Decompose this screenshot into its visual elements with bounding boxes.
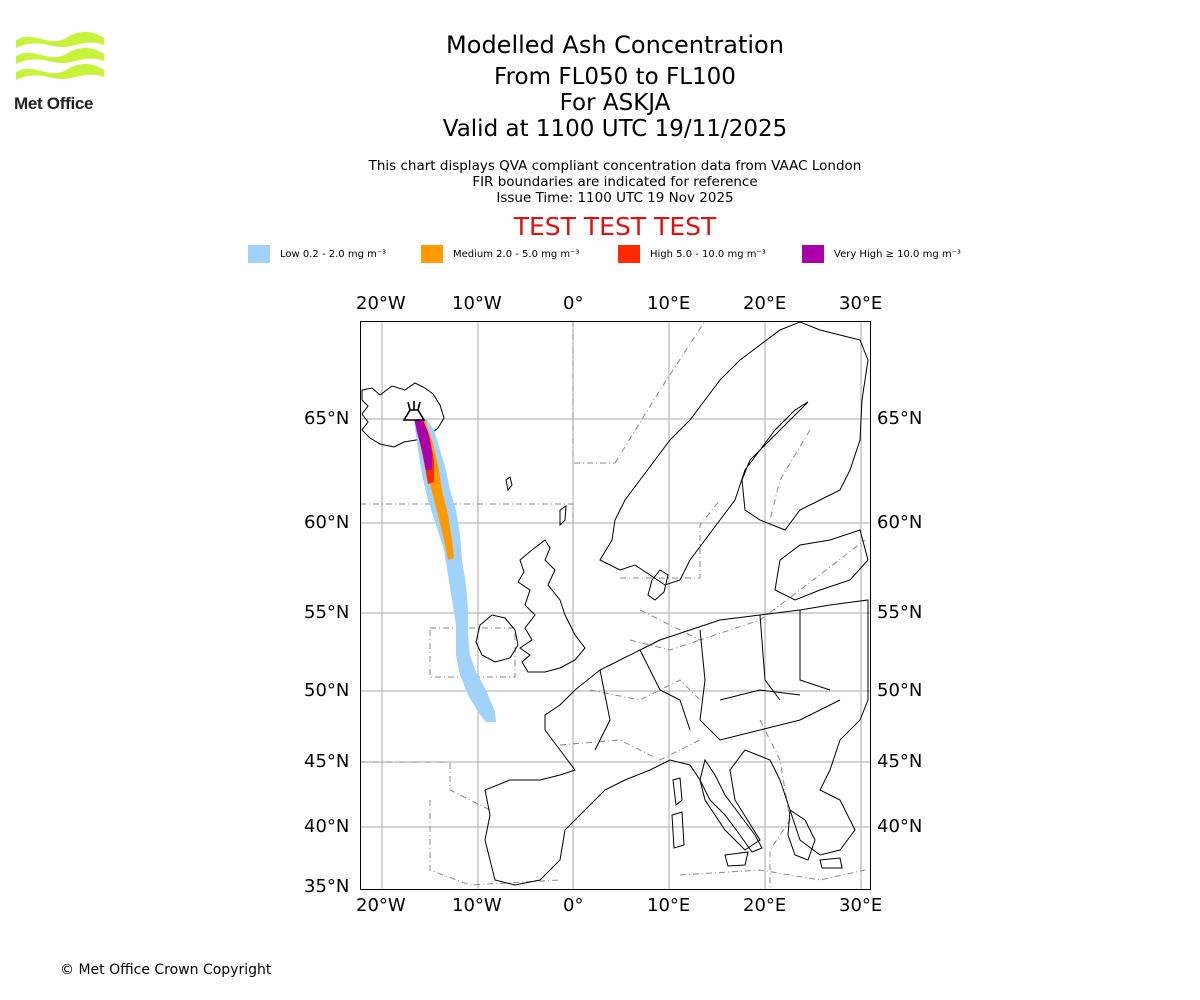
met-office-logo: Met Office: [14, 30, 109, 113]
issue-time-subtitle: Issue Time: 1100 UTC 19 Nov 2025: [496, 190, 734, 206]
ash-map: [360, 321, 871, 890]
lat-label-right: 65°N: [877, 408, 923, 429]
lat-label-right: 55°N: [877, 602, 923, 623]
test-banner: TEST TEST TEST: [513, 212, 717, 241]
logo-text: Met Office: [14, 94, 94, 113]
lon-label-bottom: 20°W: [356, 895, 406, 916]
lon-label-top: 30°E: [839, 293, 883, 314]
legend-medium: Medium 2.0 - 5.0 mg m⁻³: [421, 244, 579, 264]
lon-label-bottom: 20°E: [743, 895, 787, 916]
lat-label-left: 35°N: [304, 876, 350, 897]
lon-label-bottom: 10°E: [647, 895, 691, 916]
legend-medium-swatch: [421, 245, 443, 263]
copyright-notice: © Met Office Crown Copyright: [60, 962, 272, 978]
lat-label-right: 45°N: [877, 751, 923, 772]
legend-very-high-label: Very High ≥ 10.0 mg m⁻³: [834, 248, 961, 260]
legend-low: Low 0.2 - 2.0 mg m⁻³: [248, 244, 386, 264]
qva-subtitle: This chart displays QVA compliant concen…: [368, 158, 862, 174]
lon-label-top: 10°W: [452, 293, 502, 314]
lon-label-bottom: 30°E: [839, 895, 883, 916]
legend-high: High 5.0 - 10.0 mg m⁻³: [618, 244, 766, 264]
legend-low-label: Low 0.2 - 2.0 mg m⁻³: [280, 248, 387, 260]
lat-label-left: 60°N: [304, 512, 350, 533]
lat-label-left: 65°N: [304, 408, 350, 429]
legend-medium-label: Medium 2.0 - 5.0 mg m⁻³: [453, 248, 580, 260]
lon-label-bottom: 0°: [563, 895, 584, 916]
fir-subtitle: FIR boundaries are indicated for referen…: [472, 174, 758, 190]
ash-very-high-region: [414, 416, 432, 470]
coastlines: [361, 321, 869, 886]
valid-time-title: Valid at 1100 UTC 19/11/2025: [442, 116, 788, 142]
legend-very-high-swatch: [802, 245, 824, 263]
lat-label-right: 60°N: [877, 512, 923, 533]
met-office-waves-icon: [16, 31, 104, 80]
legend-low-swatch: [248, 245, 270, 263]
lat-label-left: 40°N: [304, 816, 350, 837]
lat-label-right: 40°N: [877, 816, 923, 837]
lat-label-left: 50°N: [304, 680, 350, 701]
legend-high-swatch: [618, 245, 640, 263]
lon-label-top: 0°: [563, 293, 584, 314]
volcano-icon: [402, 401, 426, 421]
lat-label-left: 45°N: [304, 751, 350, 772]
flight-level-title: From FL050 to FL100: [494, 64, 736, 90]
legend-very-high: Very High ≥ 10.0 mg m⁻³: [802, 244, 961, 264]
chart-title: Modelled Ash Concentration: [446, 31, 784, 59]
lon-label-top: 20°E: [743, 293, 787, 314]
lat-label-left: 55°N: [304, 602, 350, 623]
lon-label-top: 10°E: [647, 293, 691, 314]
legend-high-label: High 5.0 - 10.0 mg m⁻³: [650, 248, 766, 260]
lat-label-right: 50°N: [877, 680, 923, 701]
lon-label-bottom: 10°W: [452, 895, 502, 916]
volcano-title: For ASKJA: [559, 90, 671, 116]
lon-label-top: 20°W: [356, 293, 406, 314]
